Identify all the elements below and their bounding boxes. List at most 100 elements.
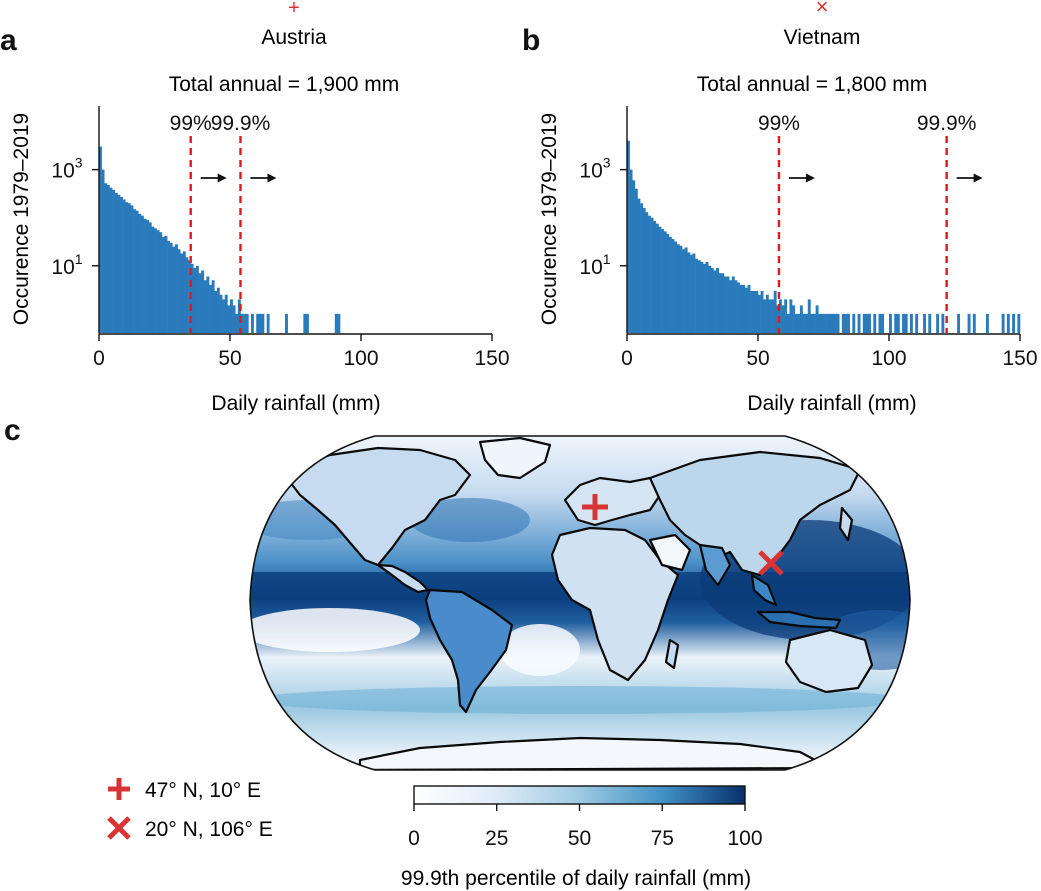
hist-bar xyxy=(114,192,118,333)
hist-bar xyxy=(723,276,727,333)
hist-bar xyxy=(230,299,233,333)
x-tick-label: 50 xyxy=(746,347,769,370)
southern-ocean-band xyxy=(250,686,910,714)
hist-bar xyxy=(133,209,136,333)
hist-bar xyxy=(227,305,231,333)
hist-bar xyxy=(167,240,171,333)
hist-bar xyxy=(130,205,134,333)
hist-bar xyxy=(647,215,651,333)
hist-bar xyxy=(828,313,832,333)
hist-bar xyxy=(650,217,654,333)
australia xyxy=(784,628,874,694)
hist-bar xyxy=(193,267,197,333)
hist-bar xyxy=(177,249,181,333)
east-pacific-dry-zone xyxy=(250,608,420,652)
hist-bar xyxy=(695,258,699,333)
hist-bar xyxy=(773,290,777,333)
arrow-head-icon xyxy=(973,173,983,183)
hist-bar xyxy=(334,313,338,333)
hist-bar xyxy=(831,313,835,333)
hist-bar xyxy=(640,203,644,333)
hist-bar xyxy=(742,284,746,333)
chart-a-plot: 0 50 100 150 101 103 99%99.9% xyxy=(51,106,510,370)
hist-bar xyxy=(148,222,152,333)
hist-bar xyxy=(734,280,738,333)
hist-bar xyxy=(710,267,714,333)
hist-bar xyxy=(135,210,139,333)
chart-b-title: Vietnam xyxy=(784,26,861,49)
hist-bar xyxy=(873,313,877,333)
hist-bar xyxy=(815,305,819,333)
hist-bar xyxy=(679,245,683,333)
hist-bar xyxy=(789,299,793,333)
hist-bar xyxy=(119,196,123,333)
hist-bar xyxy=(668,236,672,333)
hist-bar xyxy=(201,270,205,333)
central-america xyxy=(376,563,430,594)
hist-bar xyxy=(198,273,202,333)
hist-bar xyxy=(1001,313,1005,333)
panel-c: c xyxy=(4,414,911,890)
y-tick-label: 101 xyxy=(579,251,610,279)
hist-bar xyxy=(718,273,722,333)
hist-bar xyxy=(797,313,801,333)
hist-bar xyxy=(826,313,830,333)
hist-bar xyxy=(222,299,226,333)
threshold-label: 99.9% xyxy=(917,112,977,135)
colorbar: 0 25 50 75 100 99.9th percentile of daily ra… xyxy=(401,785,763,890)
hist-bar xyxy=(138,213,142,333)
x-tick-label: 150 xyxy=(1002,347,1037,370)
y-tick-label: 101 xyxy=(51,251,82,279)
hist-bar xyxy=(771,299,775,333)
hist-bar xyxy=(713,270,717,333)
hist-bar xyxy=(104,183,108,333)
hist-bar xyxy=(214,290,218,333)
hist-bar xyxy=(256,313,260,333)
chart-b-ylabel: Occurence 1979–2019 xyxy=(538,113,561,326)
hist-bar xyxy=(627,140,630,333)
hist-bar xyxy=(161,236,165,333)
hist-bar xyxy=(232,305,236,333)
hist-bar xyxy=(629,169,633,333)
hist-bar xyxy=(240,313,244,333)
hist-bar xyxy=(174,244,178,333)
hist-bar xyxy=(645,212,649,333)
hist-bar xyxy=(1012,313,1016,333)
hist-bar xyxy=(805,313,809,333)
hist-bar xyxy=(637,198,641,333)
hist-bar xyxy=(868,313,871,333)
hist-bar xyxy=(235,313,239,333)
hist-bar xyxy=(739,284,743,333)
world-map xyxy=(249,435,911,771)
hist-bar xyxy=(747,284,751,333)
hist-bar xyxy=(985,313,989,333)
hist-bar xyxy=(889,313,892,333)
hist-bar xyxy=(285,313,288,333)
hist-bar xyxy=(642,207,646,333)
hist-bar xyxy=(112,189,116,333)
hist-bar xyxy=(106,184,110,333)
hist-bar xyxy=(99,146,102,333)
continents xyxy=(286,436,874,770)
chart-a-ylabel: Occurence 1979–2019 xyxy=(10,113,33,326)
hist-bar xyxy=(820,313,824,333)
arrow-head-icon xyxy=(267,173,277,183)
panel-b: b × Vietnam Total annual = 1,800 mm 0 50 1… xyxy=(522,0,1038,415)
hist-bar xyxy=(763,299,767,333)
hist-bar xyxy=(726,276,730,333)
chart-a-title: Austria xyxy=(261,26,327,49)
hist-bar xyxy=(781,305,785,333)
x-tick-label: 150 xyxy=(474,347,509,370)
threshold-label: 99% xyxy=(758,112,800,135)
hist-bar xyxy=(972,313,976,333)
hist-bar xyxy=(702,263,706,333)
south-america xyxy=(424,588,514,714)
hist-bar xyxy=(159,232,163,333)
hist-bar xyxy=(243,313,247,333)
hist-bar xyxy=(195,265,199,333)
hist-bar xyxy=(786,313,790,333)
chart-b-subtitle: Total annual = 1,800 mm xyxy=(697,73,928,96)
hist-bar xyxy=(700,261,704,333)
legend-vietnam-label: 20° N, 106° E xyxy=(145,818,273,841)
x-tick-label: 100 xyxy=(871,347,906,370)
